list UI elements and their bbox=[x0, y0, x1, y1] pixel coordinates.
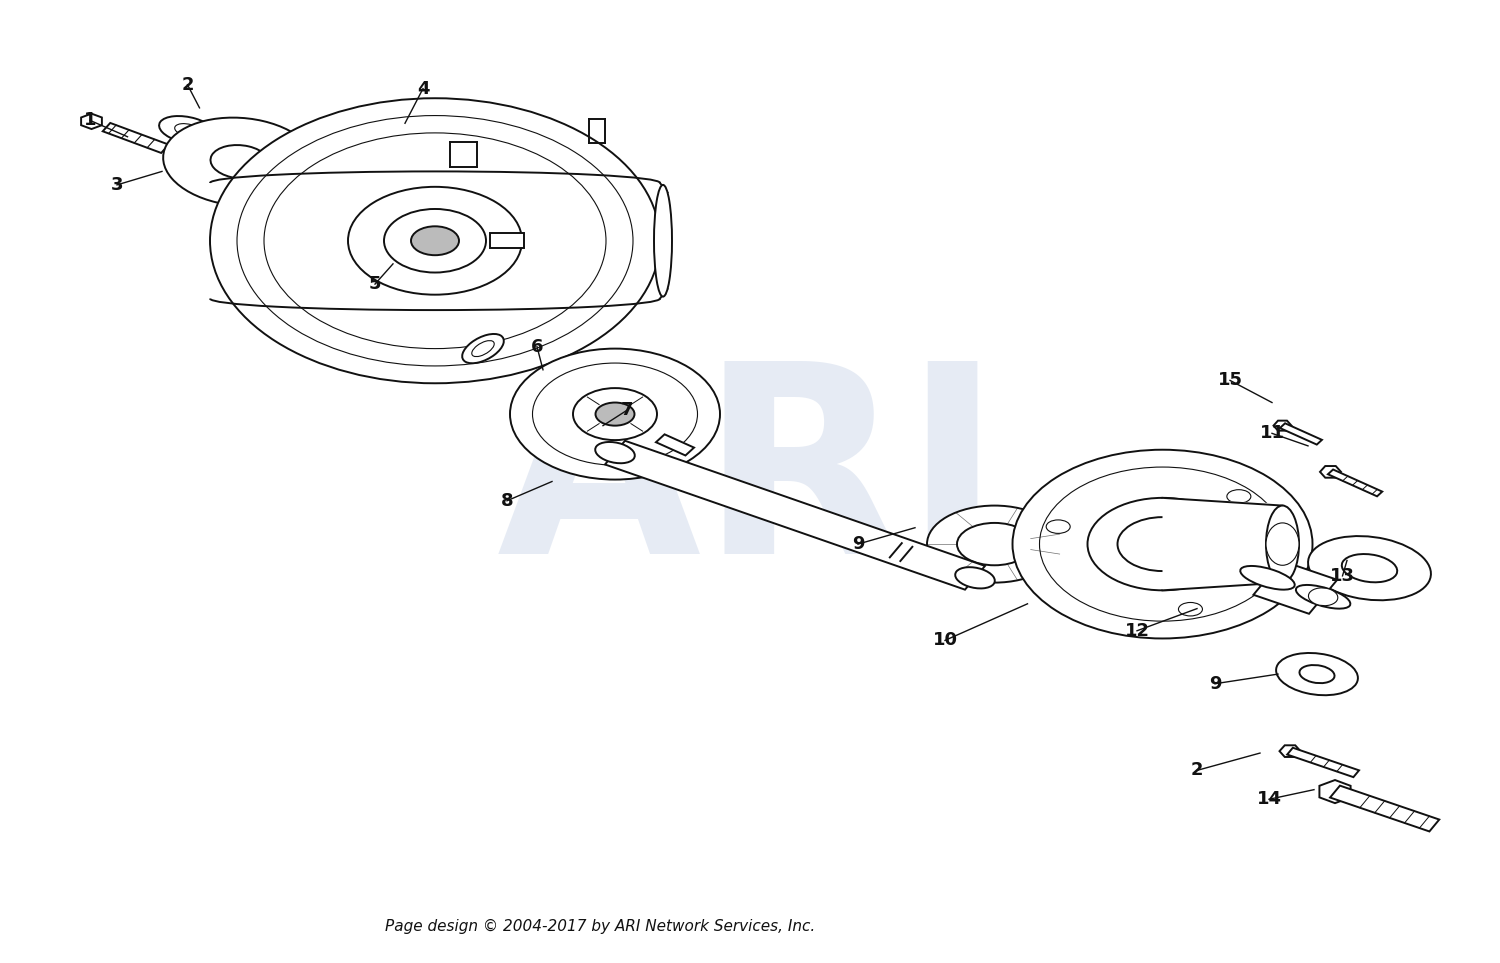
Text: 4: 4 bbox=[417, 80, 429, 97]
Ellipse shape bbox=[1088, 498, 1238, 590]
Ellipse shape bbox=[462, 334, 504, 363]
Ellipse shape bbox=[348, 187, 522, 295]
Ellipse shape bbox=[472, 341, 494, 356]
Polygon shape bbox=[1320, 466, 1341, 478]
Text: 6: 6 bbox=[531, 338, 543, 355]
Ellipse shape bbox=[1342, 554, 1396, 583]
Text: 7: 7 bbox=[621, 402, 633, 419]
Polygon shape bbox=[656, 434, 694, 455]
Ellipse shape bbox=[237, 116, 633, 366]
Ellipse shape bbox=[210, 145, 270, 178]
Ellipse shape bbox=[957, 523, 1032, 565]
Ellipse shape bbox=[1040, 467, 1286, 621]
Ellipse shape bbox=[1179, 603, 1203, 616]
Text: 9: 9 bbox=[1209, 675, 1221, 692]
Text: Page design © 2004-2017 by ARI Network Services, Inc.: Page design © 2004-2017 by ARI Network S… bbox=[386, 919, 814, 934]
Polygon shape bbox=[81, 114, 102, 129]
Text: ARI: ARI bbox=[496, 353, 1004, 610]
Text: 2: 2 bbox=[182, 76, 194, 93]
Ellipse shape bbox=[1118, 517, 1208, 571]
Text: 15: 15 bbox=[1218, 372, 1242, 389]
Polygon shape bbox=[1280, 424, 1322, 445]
Text: 1: 1 bbox=[84, 112, 96, 129]
Text: 9: 9 bbox=[852, 535, 864, 553]
Polygon shape bbox=[1254, 560, 1336, 613]
Ellipse shape bbox=[1296, 585, 1350, 609]
Polygon shape bbox=[1330, 786, 1440, 831]
Ellipse shape bbox=[159, 116, 216, 144]
Text: 10: 10 bbox=[933, 632, 957, 649]
Text: 2: 2 bbox=[1191, 762, 1203, 779]
Polygon shape bbox=[1162, 498, 1282, 590]
Text: 8: 8 bbox=[501, 492, 513, 509]
Ellipse shape bbox=[1266, 506, 1299, 583]
Ellipse shape bbox=[927, 506, 1062, 583]
Ellipse shape bbox=[510, 349, 720, 480]
Ellipse shape bbox=[596, 403, 634, 426]
Ellipse shape bbox=[1227, 490, 1251, 504]
Ellipse shape bbox=[956, 567, 994, 588]
Ellipse shape bbox=[1046, 520, 1070, 534]
Ellipse shape bbox=[573, 388, 657, 440]
Ellipse shape bbox=[1308, 536, 1431, 600]
Ellipse shape bbox=[532, 363, 698, 465]
Text: 11: 11 bbox=[1260, 425, 1284, 442]
Text: 13: 13 bbox=[1330, 567, 1354, 585]
Ellipse shape bbox=[384, 209, 486, 273]
Ellipse shape bbox=[164, 117, 316, 206]
Ellipse shape bbox=[654, 185, 672, 297]
Polygon shape bbox=[1328, 470, 1382, 496]
Ellipse shape bbox=[1266, 523, 1299, 565]
Polygon shape bbox=[1320, 780, 1350, 803]
Polygon shape bbox=[604, 441, 986, 589]
Ellipse shape bbox=[264, 133, 606, 349]
Text: 3: 3 bbox=[111, 176, 123, 194]
Ellipse shape bbox=[1276, 653, 1358, 695]
Text: 12: 12 bbox=[1125, 622, 1149, 639]
Ellipse shape bbox=[596, 442, 634, 463]
Ellipse shape bbox=[1308, 587, 1338, 606]
Ellipse shape bbox=[411, 226, 459, 255]
Ellipse shape bbox=[1240, 566, 1294, 589]
Ellipse shape bbox=[210, 98, 660, 383]
Polygon shape bbox=[1274, 421, 1292, 430]
Polygon shape bbox=[1287, 747, 1359, 777]
Ellipse shape bbox=[1299, 665, 1335, 683]
Ellipse shape bbox=[174, 123, 201, 137]
Polygon shape bbox=[490, 233, 524, 248]
Polygon shape bbox=[1280, 745, 1300, 757]
Text: 5: 5 bbox=[369, 275, 381, 293]
Ellipse shape bbox=[1013, 450, 1312, 638]
Text: 14: 14 bbox=[1257, 791, 1281, 808]
Polygon shape bbox=[102, 123, 168, 153]
